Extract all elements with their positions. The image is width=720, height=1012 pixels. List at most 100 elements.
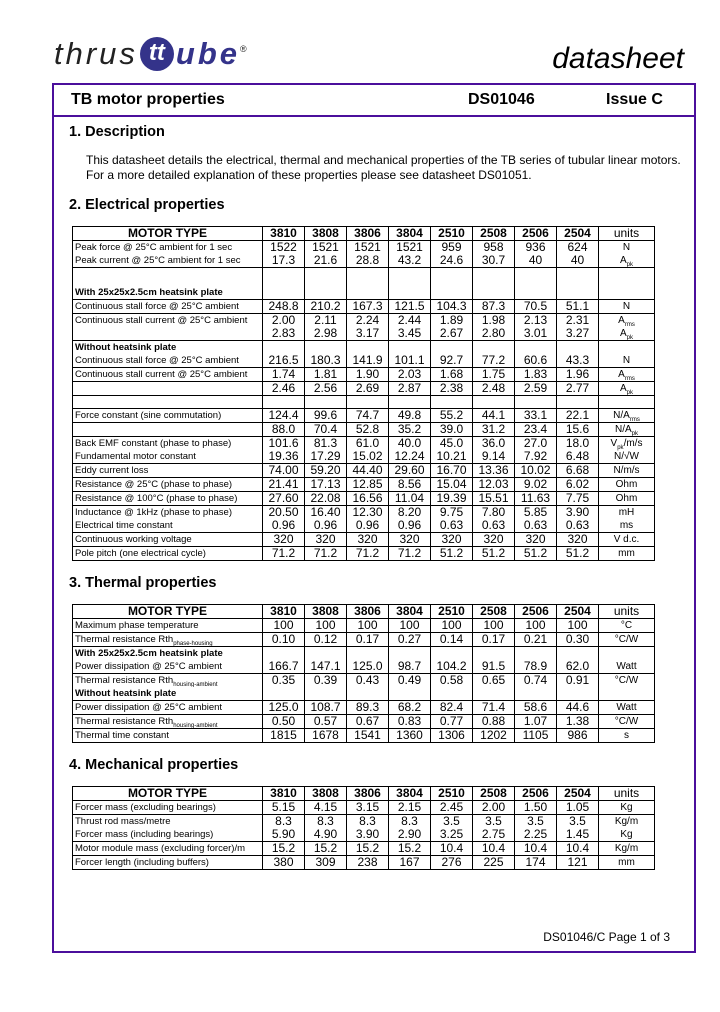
header-type: 3810 — [262, 226, 305, 241]
value-cell: 15.04 — [430, 477, 473, 492]
unit-text: °C — [620, 619, 633, 631]
value-cell: 3.27 — [556, 326, 599, 341]
value-cell: 3.5 — [472, 814, 515, 828]
value-cell: 10.4 — [514, 841, 557, 856]
value-cell: 1.98 — [472, 313, 515, 327]
value-cell: 9.14 — [472, 449, 515, 464]
row-label-text: Continuous working voltage — [75, 533, 192, 545]
value-cell: 30.7 — [472, 254, 515, 268]
unit-cell: N/√W — [598, 449, 655, 464]
value-cell: 19.39 — [430, 491, 473, 506]
unit-cell — [598, 267, 655, 286]
value-cell: 2.75 — [472, 827, 515, 842]
value-cell: 104.2 — [430, 659, 473, 674]
value-cell: 320 — [472, 532, 515, 547]
value-cell: 2.67 — [430, 326, 473, 341]
value-cell: 958 — [472, 240, 515, 254]
row-label: With 25x25x2.5cm heatsink plate — [72, 646, 263, 660]
empty-cell — [472, 646, 515, 660]
value-cell: 1.68 — [430, 367, 473, 382]
value-cell: 2.00 — [472, 800, 515, 815]
value-cell: 1.38 — [556, 714, 599, 729]
value-cell: 40 — [556, 254, 599, 268]
value-cell: 2.59 — [514, 381, 557, 396]
value-cell: 6.48 — [556, 449, 599, 464]
content-column: 1. Description This datasheet details th… — [69, 124, 694, 884]
section-electrical-title: 2. Electrical properties — [69, 197, 225, 213]
value-cell: 225 — [472, 855, 515, 870]
value-cell: 9.75 — [430, 505, 473, 519]
value-cell: 8.3 — [388, 814, 431, 828]
value-cell: 101.6 — [262, 436, 305, 450]
value-cell: 0.83 — [388, 714, 431, 729]
row-label: Fundamental motor constant — [72, 449, 263, 464]
value-cell: 0.39 — [304, 673, 347, 687]
value-cell: 27.60 — [262, 491, 305, 506]
value-cell: 74.7 — [346, 408, 389, 423]
unit-subscript: pk — [626, 389, 633, 396]
row-label — [72, 395, 263, 409]
row-label-text: Thermal resistance Rth — [75, 633, 174, 645]
row-label-text: Force constant (sine commutation) — [75, 409, 222, 421]
empty-cell — [430, 340, 473, 354]
subheading-row: With 25x25x2.5cm heatsink plate — [72, 285, 655, 300]
value-cell: 210.2 — [304, 299, 347, 314]
value-cell: 0.74 — [514, 673, 557, 687]
row-label-text: With 25x25x2.5cm heatsink plate — [75, 286, 223, 298]
row-label-text: Thrust rod mass/metre — [75, 815, 171, 827]
value-cell: 0.65 — [472, 673, 515, 687]
unit-text: A — [619, 382, 627, 394]
value-cell: 2.77 — [556, 381, 599, 396]
unit-cell: Kg/m — [598, 841, 655, 856]
section-description-title: 1. Description — [69, 124, 165, 140]
empty-cell — [430, 285, 473, 300]
value-cell: 11.04 — [388, 491, 431, 506]
value-cell: 7.92 — [514, 449, 557, 464]
value-cell: 11.63 — [514, 491, 557, 506]
value-cell: 0.96 — [262, 518, 305, 533]
row-label-text: Power dissipation @ 25°C ambient — [75, 660, 223, 672]
row-label-text: Resistance @ 25°C (phase to phase) — [75, 478, 233, 490]
value-cell: 44.40 — [346, 463, 389, 478]
value-cell: 1.96 — [556, 367, 599, 382]
empty-cell — [556, 267, 599, 286]
value-cell: 121 — [556, 855, 599, 870]
value-cell: 100 — [430, 618, 473, 633]
value-cell: 1.75 — [472, 367, 515, 382]
row-label — [72, 422, 263, 437]
empty-cell — [514, 285, 557, 300]
unit-text: Kg/m — [614, 815, 639, 827]
header-units: units — [598, 785, 655, 801]
table-row: Back EMF constant (phase to phase) 101.6 8… — [72, 436, 655, 451]
unit-cell — [598, 646, 655, 660]
value-cell: 124.4 — [262, 408, 305, 423]
row-label: Resistance @ 100°C (phase to phase) — [72, 491, 263, 506]
value-cell: 0.96 — [304, 518, 347, 533]
value-cell: 624 — [556, 240, 599, 254]
unit-text: Ohm — [615, 492, 638, 504]
value-cell: 2.56 — [304, 381, 347, 396]
table-row: Forcer length (including buffers) 380 309 2… — [72, 855, 655, 870]
empty-cell — [346, 646, 389, 660]
mechanical-table: MOTOR TYPE 3810 3808 3806 3804 2510 2508 2506 25… — [72, 785, 655, 870]
value-cell: 12.03 — [472, 477, 515, 492]
table-row: Continuous stall current @ 25°C ambient 2… — [72, 313, 655, 328]
empty-cell — [514, 395, 557, 409]
unit-cell: Ohm — [598, 491, 655, 506]
electrical-table: MOTOR TYPE 3810 3808 3806 3804 2510 2508 2506 25… — [72, 226, 655, 561]
value-cell: 1105 — [514, 728, 557, 743]
table-header-row: MOTOR TYPE 3810 3808 3806 3804 2510 2508 2506 25… — [72, 785, 655, 801]
value-cell: 51.2 — [430, 546, 473, 561]
table-row: 2.46 2.56 2.69 2.87 2.38 2.48 2.59 2.77 Apk — [72, 381, 655, 396]
header-type: 2510 — [430, 603, 473, 619]
value-cell: 320 — [430, 532, 473, 547]
unit-text: mH — [618, 506, 635, 518]
row-label: Peak current @ 25°C ambient for 1 sec — [72, 254, 263, 268]
unit-subscript: rms — [624, 321, 635, 328]
value-cell: 2.38 — [430, 381, 473, 396]
value-cell: 91.5 — [472, 659, 515, 674]
row-label-text: Without heatsink plate — [75, 341, 177, 353]
value-cell: 380 — [262, 855, 305, 870]
unit-text: N/√W — [614, 450, 639, 462]
row-label-text: Continuous stall force @ 25°C ambient — [75, 354, 239, 366]
